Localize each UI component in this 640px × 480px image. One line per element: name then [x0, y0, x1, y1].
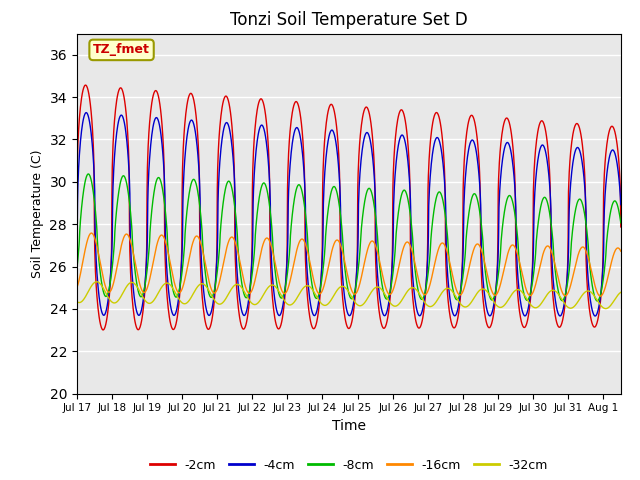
- -16cm: [181, 276, 189, 281]
- Line: -16cm: -16cm: [77, 233, 621, 296]
- -4cm: [83, 110, 90, 116]
- Line: -32cm: -32cm: [77, 282, 621, 309]
- Title: Tonzi Soil Temperature Set D: Tonzi Soil Temperature Set D: [230, 11, 468, 29]
- Legend: -2cm, -4cm, -8cm, -16cm, -32cm: -2cm, -4cm, -8cm, -16cm, -32cm: [145, 454, 553, 477]
- -8cm: [545, 207, 553, 213]
- -2cm: [280, 304, 288, 310]
- Line: -4cm: -4cm: [77, 113, 621, 316]
- -2cm: [73, 204, 81, 210]
- -32cm: [73, 299, 81, 304]
- -16cm: [88, 230, 95, 236]
- -2cm: [617, 224, 625, 230]
- Line: -8cm: -8cm: [77, 174, 621, 301]
- Text: TZ_fmet: TZ_fmet: [93, 43, 150, 56]
- -2cm: [230, 176, 238, 182]
- -2cm: [546, 167, 554, 173]
- -32cm: [602, 306, 610, 312]
- -32cm: [485, 291, 493, 297]
- -8cm: [171, 293, 179, 299]
- -16cm: [280, 290, 287, 296]
- -8cm: [181, 230, 189, 236]
- -8cm: [230, 199, 238, 204]
- Line: -2cm: -2cm: [77, 85, 621, 330]
- -4cm: [230, 170, 238, 176]
- -16cm: [596, 293, 604, 299]
- -4cm: [280, 299, 287, 304]
- -32cm: [545, 289, 553, 295]
- -16cm: [171, 282, 179, 288]
- -16cm: [485, 278, 493, 284]
- -16cm: [73, 285, 81, 291]
- -32cm: [617, 289, 625, 295]
- -16cm: [230, 237, 238, 242]
- -16cm: [545, 244, 553, 250]
- -4cm: [171, 312, 179, 318]
- -4cm: [591, 313, 599, 319]
- -4cm: [617, 202, 625, 207]
- -2cm: [182, 114, 189, 120]
- -8cm: [73, 267, 81, 273]
- -32cm: [171, 289, 179, 295]
- -4cm: [181, 152, 189, 158]
- -32cm: [93, 279, 100, 285]
- -2cm: [82, 82, 90, 88]
- -8cm: [280, 292, 287, 298]
- -32cm: [181, 301, 189, 307]
- -8cm: [485, 290, 493, 296]
- -4cm: [73, 246, 81, 252]
- -2cm: [485, 325, 493, 331]
- -8cm: [593, 298, 601, 304]
- -16cm: [617, 248, 625, 254]
- -2cm: [172, 324, 179, 330]
- Y-axis label: Soil Temperature (C): Soil Temperature (C): [31, 149, 44, 278]
- -2cm: [99, 327, 107, 333]
- -32cm: [230, 283, 238, 288]
- -8cm: [84, 171, 92, 177]
- -4cm: [545, 175, 553, 181]
- -32cm: [280, 297, 287, 302]
- -8cm: [617, 220, 625, 226]
- X-axis label: Time: Time: [332, 419, 366, 433]
- -4cm: [485, 312, 493, 318]
